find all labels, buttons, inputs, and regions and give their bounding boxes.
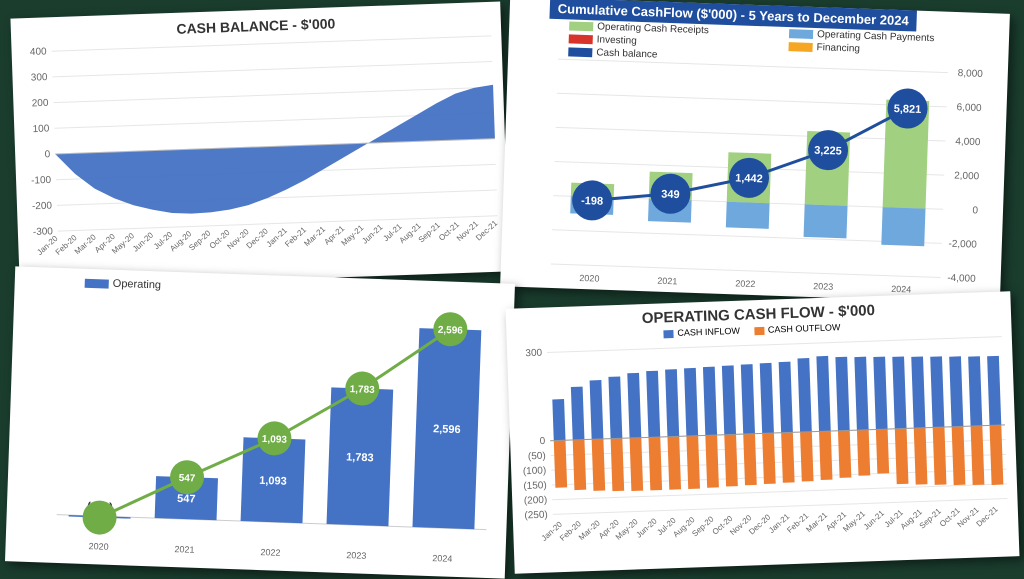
svg-text:Sep-20: Sep-20 xyxy=(187,228,213,252)
svg-text:Dec-21: Dec-21 xyxy=(474,218,500,242)
svg-text:1,783: 1,783 xyxy=(346,451,374,464)
svg-text:1,783: 1,783 xyxy=(349,384,375,396)
svg-text:100: 100 xyxy=(32,123,49,135)
svg-text:Sep-21: Sep-21 xyxy=(417,220,443,244)
operating-cashflow-monthly-chart: OPERATING CASH FLOW - $'000 CASH INFLOWC… xyxy=(506,291,1020,573)
svg-text:Dec-20: Dec-20 xyxy=(747,512,773,536)
svg-text:(150): (150) xyxy=(523,480,547,492)
svg-text:2023: 2023 xyxy=(346,550,366,561)
svg-text:Jun-20: Jun-20 xyxy=(634,516,659,539)
svg-text:2021: 2021 xyxy=(174,544,194,555)
svg-text:2,596: 2,596 xyxy=(433,423,461,436)
svg-text:2022: 2022 xyxy=(735,278,755,289)
svg-text:2021: 2021 xyxy=(657,276,677,287)
cumulative-cashflow-chart: Cumulative CashFlow ($'000) - 5 Years to… xyxy=(500,0,1010,304)
svg-text:2,000: 2,000 xyxy=(954,170,980,182)
svg-text:300: 300 xyxy=(525,348,542,360)
svg-text:8,000: 8,000 xyxy=(958,68,984,80)
svg-text:2020: 2020 xyxy=(579,273,599,284)
svg-text:May-20: May-20 xyxy=(614,517,640,542)
svg-text:Mar-20: Mar-20 xyxy=(577,518,602,542)
svg-text:(50): (50) xyxy=(528,451,546,463)
legend-item: Financing xyxy=(788,41,860,54)
svg-text:-200: -200 xyxy=(32,201,53,213)
svg-text:Jun-20: Jun-20 xyxy=(131,230,156,253)
svg-text:0: 0 xyxy=(972,205,978,216)
svg-text:400: 400 xyxy=(30,46,47,58)
svg-text:May-21: May-21 xyxy=(340,223,366,248)
svg-text:5,821: 5,821 xyxy=(894,103,922,116)
svg-text:Dec-21: Dec-21 xyxy=(975,504,1001,528)
chart3-legend-label: Operating xyxy=(113,278,162,292)
svg-text:May-20: May-20 xyxy=(110,231,136,256)
svg-text:Mar-20: Mar-20 xyxy=(73,232,98,256)
svg-text:3,225: 3,225 xyxy=(814,145,842,158)
chart3-legend: Operating xyxy=(85,277,162,292)
svg-text:0: 0 xyxy=(539,436,545,447)
svg-text:1,093: 1,093 xyxy=(259,475,287,488)
svg-text:300: 300 xyxy=(31,72,48,84)
svg-text:Mar-21: Mar-21 xyxy=(804,510,829,534)
svg-text:-198: -198 xyxy=(581,195,603,208)
svg-text:(250): (250) xyxy=(524,510,548,522)
operating-yearly-chart: Operating (179)(19)202054720211,09320221… xyxy=(5,266,515,578)
svg-text:May-21: May-21 xyxy=(841,509,867,534)
svg-text:-2,000: -2,000 xyxy=(948,239,977,251)
svg-text:547: 547 xyxy=(177,493,196,506)
svg-text:Sep-20: Sep-20 xyxy=(690,514,716,538)
svg-text:0: 0 xyxy=(44,149,50,160)
svg-text:6,000: 6,000 xyxy=(956,102,982,114)
svg-text:2024: 2024 xyxy=(432,553,452,564)
svg-text:2024: 2024 xyxy=(891,284,911,295)
svg-text:Jun-21: Jun-21 xyxy=(360,222,385,245)
svg-text:1,442: 1,442 xyxy=(735,172,763,185)
svg-text:1,093: 1,093 xyxy=(262,434,288,446)
svg-text:2022: 2022 xyxy=(260,547,280,558)
cash-balance-chart: CASH BALANCE - $'000 -300-200-1000100200… xyxy=(10,2,509,289)
svg-text:-4,000: -4,000 xyxy=(947,273,976,285)
svg-text:(200): (200) xyxy=(524,495,548,507)
svg-text:2,596: 2,596 xyxy=(438,325,464,337)
svg-text:547: 547 xyxy=(178,473,195,485)
svg-text:4,000: 4,000 xyxy=(955,136,981,148)
svg-text:Mar-21: Mar-21 xyxy=(302,224,327,248)
svg-text:2023: 2023 xyxy=(813,281,833,292)
svg-text:200: 200 xyxy=(32,98,49,110)
svg-text:Jun-21: Jun-21 xyxy=(862,508,887,531)
svg-text:-100: -100 xyxy=(31,175,52,187)
svg-text:349: 349 xyxy=(661,188,680,201)
svg-text:(100): (100) xyxy=(523,465,547,477)
svg-text:2020: 2020 xyxy=(88,541,108,552)
svg-text:Sep-21: Sep-21 xyxy=(918,506,944,530)
svg-text:Dec-20: Dec-20 xyxy=(245,226,271,250)
legend-item: Investing xyxy=(569,33,637,46)
